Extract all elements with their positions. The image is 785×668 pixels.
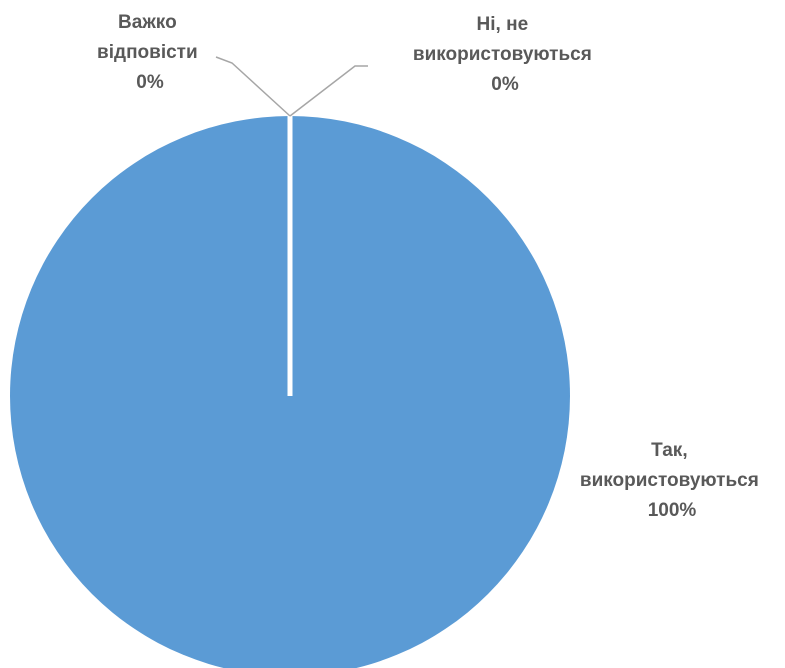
leader-lines — [215, 56, 368, 117]
data-label-yes-line2: використовуються — [580, 470, 759, 491]
data-label-yes-value: 100% — [648, 500, 697, 521]
data-label-no-line1: Ні, не — [477, 14, 529, 35]
data-label-no-line2: використовуються — [413, 44, 592, 65]
data-label-hard-line2: відповісти — [97, 42, 198, 63]
data-label-hard-value: 0% — [136, 72, 164, 93]
data-label-no-value: 0% — [491, 74, 519, 95]
data-label-no: Ні, не використовуються 0% — [413, 14, 597, 95]
pie-slices — [10, 116, 570, 668]
leader-line-hard — [215, 56, 291, 117]
data-label-yes-line1: Так, — [651, 440, 688, 461]
data-label-hard: Важко відповісти 0% — [97, 12, 203, 93]
data-label-hard-line1: Важко — [118, 12, 177, 33]
data-label-yes: Так, використовуються 100% — [580, 440, 764, 521]
leader-line-no — [289, 65, 368, 117]
